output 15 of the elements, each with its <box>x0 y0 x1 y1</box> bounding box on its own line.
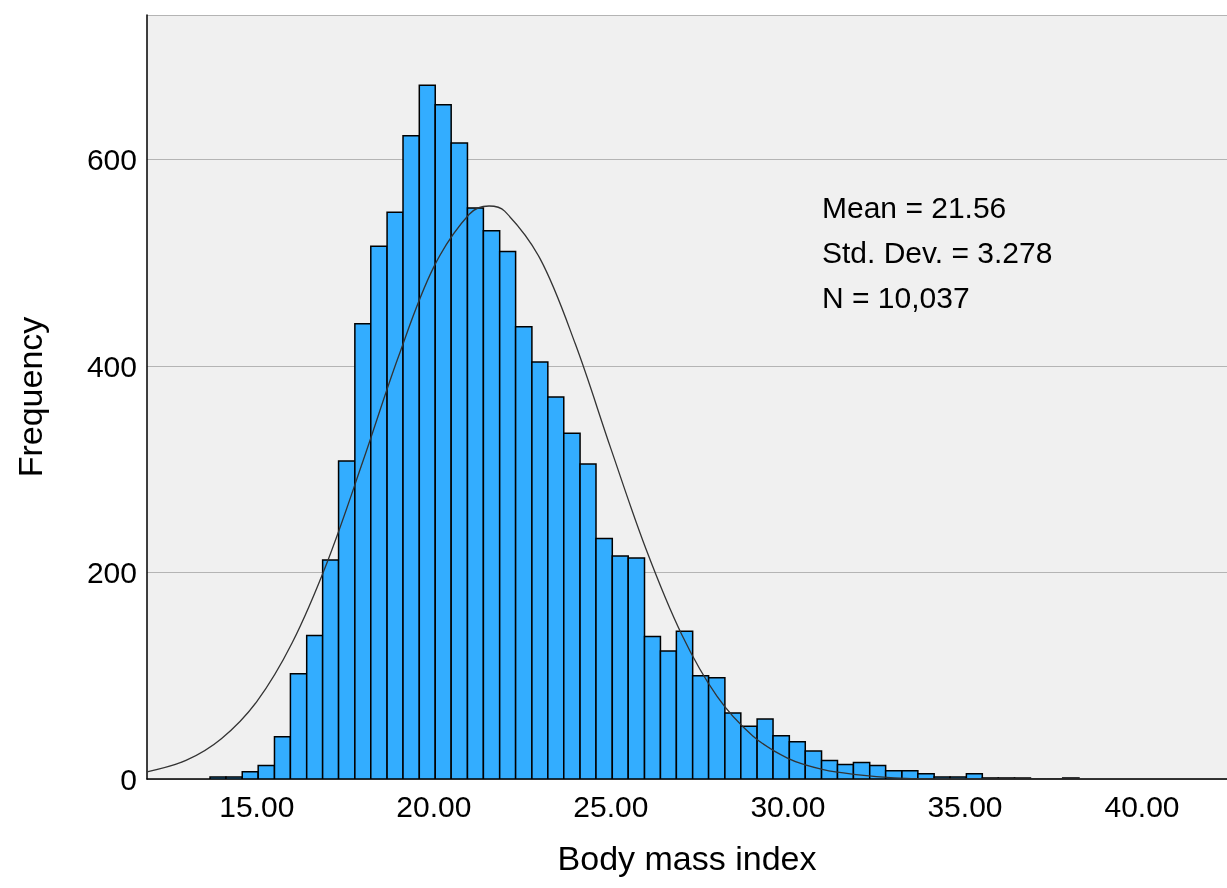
x-tick-label: 20.00 <box>396 789 472 823</box>
x-tick-label: 40.00 <box>1104 789 1180 823</box>
y-tick-label: 0 <box>120 762 137 796</box>
annotation: Std. Dev. = 3.278 <box>822 235 1053 269</box>
x-tick-label: 35.00 <box>927 789 1003 823</box>
y-tick-label: 200 <box>86 556 137 590</box>
annotation: N = 10,037 <box>822 280 970 314</box>
annotation: Mean = 21.56 <box>822 190 1007 224</box>
x-axis-title: Body mass index <box>557 839 817 877</box>
y-tick-label: 400 <box>86 349 137 383</box>
y-tick-label: 600 <box>86 143 137 177</box>
x-tick-label: 30.00 <box>750 789 826 823</box>
x-tick-label: 25.00 <box>573 789 649 823</box>
x-tick-label: 15.00 <box>219 789 295 823</box>
y-axis-title: Frequency <box>11 316 49 478</box>
